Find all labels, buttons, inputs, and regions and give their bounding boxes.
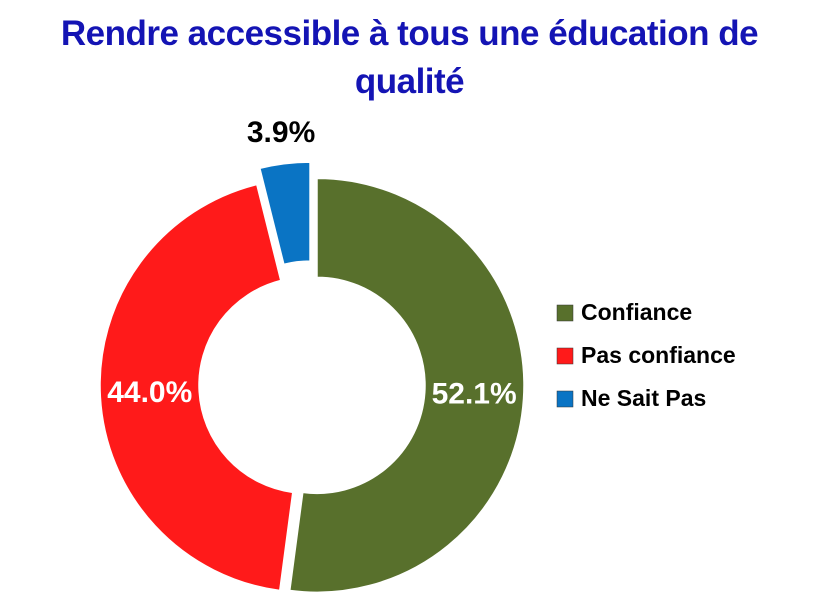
legend-label: Pas confiance: [581, 342, 736, 368]
chart-title: Rendre accessible à tous une éducation d…: [60, 14, 759, 101]
data-label: 52.1%: [432, 378, 517, 411]
data-label: 44.0%: [107, 376, 192, 409]
title-box: Rendre accessible à tous une éducation d…: [0, 10, 819, 106]
legend-swatch: [556, 390, 574, 408]
legend-label: Confiance: [581, 299, 692, 325]
legend-swatch: [556, 304, 574, 322]
legend-label: Ne Sait Pas: [581, 385, 706, 411]
data-label: 3.9%: [247, 116, 315, 149]
slice: [258, 161, 311, 266]
slice: [99, 183, 294, 592]
legend-swatch: [556, 347, 574, 365]
slice: [288, 177, 525, 594]
